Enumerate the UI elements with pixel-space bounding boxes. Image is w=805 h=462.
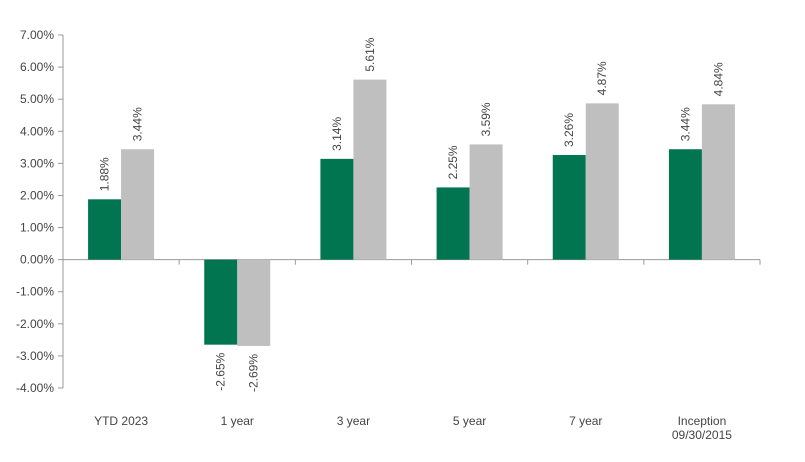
data-label: 3.59% (479, 102, 493, 136)
bar-series-1 (668, 149, 702, 260)
y-tick-label: 0.00% (20, 253, 54, 267)
y-tick-label: 3.00% (20, 156, 54, 170)
data-label: -2.69% (247, 354, 261, 392)
data-labels: 1.88% -2.65% 3.14% 2.25% 3.26% 3.44% 3.44% -2.6… (98, 37, 726, 392)
x-tick-label: 1 year (221, 414, 254, 428)
x-tick-label: 7 year (569, 414, 602, 428)
data-label: 3.26% (562, 113, 576, 147)
y-tick-label: 1.00% (20, 221, 54, 235)
x-tick-label: 5 year (453, 414, 486, 428)
y-tick-label: 4.00% (20, 124, 54, 138)
data-label: -2.65% (214, 352, 228, 390)
bar-series-2 (121, 149, 155, 260)
x-tick-label: Inception (678, 414, 727, 428)
bar-series-2 (701, 104, 735, 260)
y-tick-label: -1.00% (16, 285, 54, 299)
data-label: 4.87% (595, 61, 609, 95)
bars (88, 79, 735, 346)
x-tick-label: YTD 2023 (94, 414, 148, 428)
data-label: 3.44% (678, 107, 692, 141)
bar-series-1 (204, 259, 238, 345)
data-label: 3.44% (131, 107, 145, 141)
data-label: 3.14% (330, 117, 344, 151)
x-tick-label: 3 year (337, 414, 370, 428)
data-label: 1.88% (98, 157, 112, 191)
y-tick-label: 2.00% (20, 188, 54, 202)
bar-series-1 (552, 155, 586, 260)
y-tick-label: 5.00% (20, 92, 54, 106)
data-label: 4.84% (711, 62, 725, 96)
bar-series-1 (436, 187, 470, 260)
axes: 7.00% 6.00% 5.00% 4.00% 3.00% 2.00% 1.00% 0.00%… (16, 28, 761, 442)
y-tick-label: 6.00% (20, 60, 54, 74)
bar-series-2 (353, 79, 387, 260)
bar-series-2 (469, 144, 503, 260)
x-tick-label: 09/30/2015 (672, 428, 732, 442)
bar-series-2 (237, 259, 271, 346)
data-label: 5.61% (363, 37, 377, 71)
bar-series-2 (585, 103, 619, 260)
data-label: 2.25% (446, 145, 460, 179)
y-tick-label: -2.00% (16, 317, 54, 331)
y-tick-label: -4.00% (16, 381, 54, 395)
y-tick-label: 7.00% (20, 28, 54, 42)
y-tick-label: -3.00% (16, 349, 54, 363)
bar-series-1 (320, 158, 354, 260)
bar-series-1 (88, 199, 122, 260)
